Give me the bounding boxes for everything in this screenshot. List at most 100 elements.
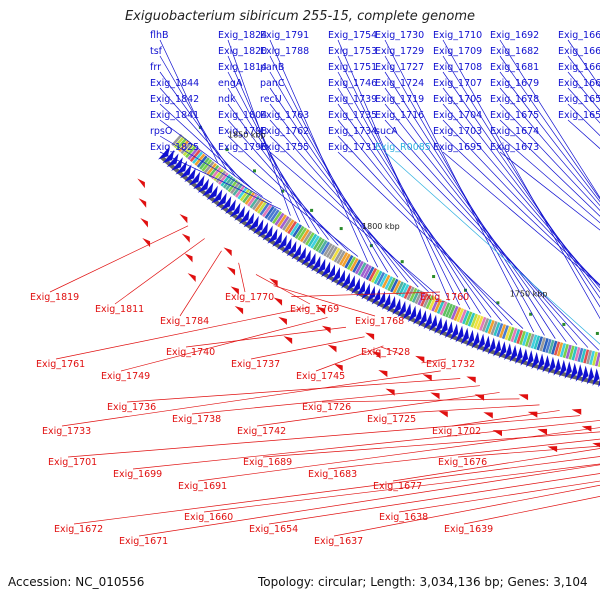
feature-block	[222, 175, 234, 189]
forward-gene-arrow	[387, 295, 396, 313]
reverse-leader-line	[250, 336, 365, 360]
forward-gene-arrow	[476, 333, 485, 351]
genome-title: Exiguobacterium sibiricum 255-15, comple…	[124, 9, 476, 24]
feature-block	[310, 235, 320, 249]
forward-gene-arrow	[296, 246, 306, 263]
forward-leader-line	[442, 103, 600, 289]
feature-block	[187, 147, 199, 161]
forward-gene-arrow	[197, 178, 209, 193]
feature-block	[274, 212, 285, 226]
reverse-leader-line	[114, 238, 205, 305]
forward-leader-line	[159, 119, 263, 197]
forward-gene-arrow	[175, 160, 188, 175]
forward-leader-line	[227, 151, 359, 257]
feature-block	[545, 338, 552, 354]
reverse-gene-arrow	[422, 374, 432, 382]
feature-block	[173, 135, 185, 149]
feature-block	[357, 262, 367, 276]
feature-block	[352, 259, 362, 273]
forward-gene-label: Exig_1844	[150, 78, 199, 89]
forward-gene-label: Exig_1673	[490, 142, 539, 153]
forward-gene-arrow	[316, 258, 326, 275]
feature-block	[522, 331, 529, 346]
kbp-label: 1850 kbp	[228, 130, 266, 139]
reverse-leader-line	[256, 392, 500, 427]
forward-gene-label: Exig_1674	[490, 126, 539, 137]
feature-block	[171, 133, 183, 147]
tick-mark	[225, 148, 229, 152]
reverse-gene-arrow	[142, 237, 151, 248]
forward-gene-label: Exig_1825	[150, 142, 199, 153]
feature-block	[530, 334, 538, 349]
reverse-gene-label: Exig_1660	[184, 512, 233, 523]
reverse-leader-line	[392, 448, 600, 482]
feature-block	[501, 325, 509, 340]
feature-block	[354, 260, 364, 275]
feature-block	[510, 327, 518, 343]
feature-block	[266, 207, 278, 221]
forward-leader-line	[159, 103, 254, 191]
forward-gene-label: Exig_1735	[328, 110, 377, 121]
reverse-gene-label: Exig_1654	[249, 524, 298, 535]
tick-mark	[562, 322, 566, 326]
feature-block	[277, 214, 287, 228]
accession-text: Accession: NC_010556	[8, 575, 145, 589]
forward-gene-arrow	[331, 267, 340, 283]
forward-gene-arrow	[229, 202, 241, 218]
forward-leader-line	[269, 55, 379, 268]
forward-gene-arrow	[225, 199, 236, 214]
forward-leader-line	[269, 87, 399, 278]
forward-leader-line	[442, 71, 600, 299]
forward-gene-arrow	[504, 343, 512, 361]
feature-block	[227, 179, 239, 193]
feature-block	[349, 257, 359, 272]
reverse-leader-line	[238, 262, 246, 293]
feature-block	[302, 230, 313, 244]
tick-mark	[432, 275, 436, 279]
kbp-label: 1750 kbp	[510, 290, 548, 299]
feature-block	[203, 161, 215, 174]
feature-block	[379, 273, 388, 288]
forward-gene-label: Exig_1751	[328, 62, 377, 73]
tick-mark	[339, 227, 343, 231]
forward-leader-line	[227, 71, 310, 229]
feature-block	[279, 216, 290, 230]
reverse-leader-line	[191, 385, 480, 415]
forward-gene-arrow	[206, 185, 218, 200]
feature-block	[318, 240, 328, 254]
reverse-gene-arrow	[518, 394, 529, 401]
forward-gene-arrow	[311, 255, 321, 272]
forward-gene-label: rpsO	[150, 126, 172, 137]
reverse-leader-line	[327, 438, 600, 470]
forward-gene-label: panC	[260, 78, 285, 89]
forward-leader-line	[269, 71, 389, 273]
feature-block	[346, 256, 356, 270]
feature-block	[551, 340, 558, 355]
feature-block	[422, 294, 431, 308]
forward-gene-arrow	[536, 353, 545, 371]
feature-block	[373, 270, 383, 285]
forward-gene-arrow	[392, 298, 401, 315]
forward-gene-arrow	[158, 145, 171, 160]
forward-leader-line	[384, 119, 589, 348]
forward-leader-line	[384, 71, 556, 339]
reverse-gene-label: Exig_1738	[172, 414, 221, 425]
forward-gene-arrow	[553, 358, 561, 376]
forward-gene-arrow	[498, 341, 507, 359]
forward-gene-label: Exig_1710	[433, 30, 482, 41]
feature-block	[414, 290, 423, 305]
reverse-leader-line	[203, 463, 600, 513]
reverse-gene-arrow	[184, 253, 193, 263]
forward-gene-label: Exig_1798	[218, 126, 267, 137]
genome-backbone	[159, 154, 600, 386]
reverse-gene-arrow	[581, 425, 592, 432]
feature-block	[360, 263, 370, 278]
reverse-leader-line	[185, 326, 347, 348]
reverse-gene-label: Exig_1672	[54, 524, 103, 535]
feature-block	[448, 304, 456, 319]
forward-gene-arrow	[291, 243, 302, 260]
reverse-gene-label: Exig_1760	[420, 292, 469, 303]
reverse-gene-label: Exig_1761	[36, 359, 85, 370]
reverse-leader-line	[451, 410, 560, 427]
